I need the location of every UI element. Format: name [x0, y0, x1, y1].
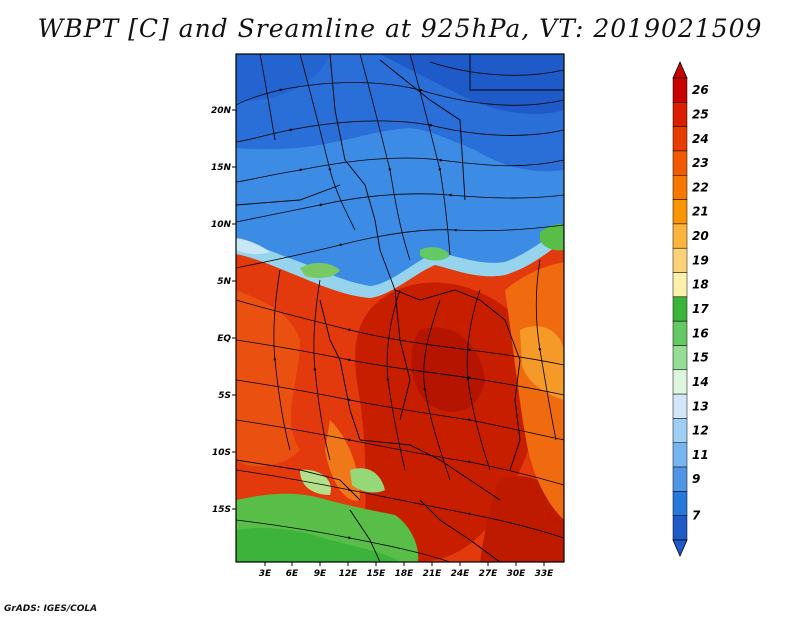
longitude-label-27E: 27E: [479, 569, 499, 579]
colorbar-label: 15: [692, 351, 709, 365]
colorbar-label: 13: [692, 399, 709, 413]
longitude-label-33E: 33E: [535, 569, 555, 579]
map-title: WBPT [C] and Sreamline at 925hPa, VT: 20…: [37, 14, 763, 43]
longitude-label-12E: 12E: [339, 569, 359, 579]
colorbar-label: 26: [692, 83, 709, 97]
colorbar-swatch: [672, 223, 688, 249]
colorbar-swatch: [672, 102, 688, 127]
colorbar-swatch: [672, 491, 688, 516]
colorbar-swatch: [672, 393, 688, 419]
colorbar-label: 12: [692, 424, 709, 438]
latitude-label-20N: 20N: [211, 106, 232, 116]
latitude-axis: 20N 15N 10N 5N EQ 5S 10S 15S: [211, 106, 232, 515]
colorbar-label: 7: [692, 509, 701, 523]
colorbar-label: 9: [692, 472, 700, 486]
latitude-label-15S: 15S: [212, 505, 231, 515]
colorbar-swatch: [672, 175, 688, 200]
colorbar-swatch: [672, 150, 688, 176]
colorbar-label: 23: [692, 156, 709, 170]
latitude-ticks: [232, 109, 236, 510]
latitude-label-EQ: EQ: [217, 334, 231, 344]
streamlines: [236, 54, 564, 562]
colorbar-label: 19: [692, 253, 709, 267]
colorbar-bottom-arrow: [672, 539, 688, 557]
longitude-ticks: [264, 562, 545, 566]
colorbar-swatch: [672, 320, 688, 346]
colorbar-label: 16: [692, 326, 709, 340]
longitude-label-18E: 18E: [395, 569, 415, 579]
colorbar-label: 21: [692, 205, 709, 219]
colorbar-label: 18: [692, 278, 709, 292]
colorbar-swatch: [672, 466, 688, 492]
longitude-axis: 3E 6E 9E 12E 15E 18E 21E 24E 27E 30E 33E: [259, 569, 554, 579]
colorbar-label: 25: [692, 107, 709, 121]
longitude-label-30E: 30E: [507, 569, 527, 579]
colorbar-label: 24: [692, 132, 709, 146]
colorbar-swatch: [672, 515, 688, 541]
colorbar-swatch: [672, 442, 688, 468]
colorbar-label: 17: [692, 302, 709, 316]
longitude-label-9E: 9E: [314, 569, 327, 579]
longitude-label-24E: 24E: [451, 569, 471, 579]
longitude-label-3E: 3E: [259, 569, 272, 579]
colorbar-swatch: [672, 126, 688, 152]
colorbar: 26 25 24 23 22 21 20 19 18 17 16 15 14 13 12 11 9 7: [672, 61, 709, 557]
temperature-field: [236, 54, 564, 562]
colorbar-swatch: [672, 77, 688, 103]
colorbar-swatch: [672, 296, 688, 322]
colorbar-swatch: [672, 345, 688, 371]
latitude-label-5S: 5S: [218, 391, 231, 401]
colorbar-swatch: [672, 272, 688, 298]
latitude-label-15N: 15N: [211, 163, 232, 173]
longitude-label-21E: 21E: [423, 569, 443, 579]
latitude-label-5N: 5N: [217, 277, 231, 287]
colorbar-label: 11: [692, 448, 709, 462]
colorbar-swatch: [672, 199, 688, 225]
map-frame: [235, 53, 565, 563]
credit-text: GrADS: IGES/COLA: [4, 604, 98, 614]
colorbar-label: 22: [692, 180, 709, 194]
latitude-label-10N: 10N: [211, 220, 232, 230]
colorbar-swatch: [672, 369, 688, 395]
latitude-label-10S: 10S: [212, 448, 231, 458]
colorbar-label: 20: [692, 229, 709, 243]
longitude-label-15E: 15E: [367, 569, 387, 579]
colorbar-swatch: [672, 247, 688, 273]
colorbar-swatch: [672, 418, 688, 443]
colorbar-label: 14: [692, 375, 709, 389]
colorbar-top-arrow: [672, 61, 688, 79]
longitude-label-6E: 6E: [286, 569, 299, 579]
